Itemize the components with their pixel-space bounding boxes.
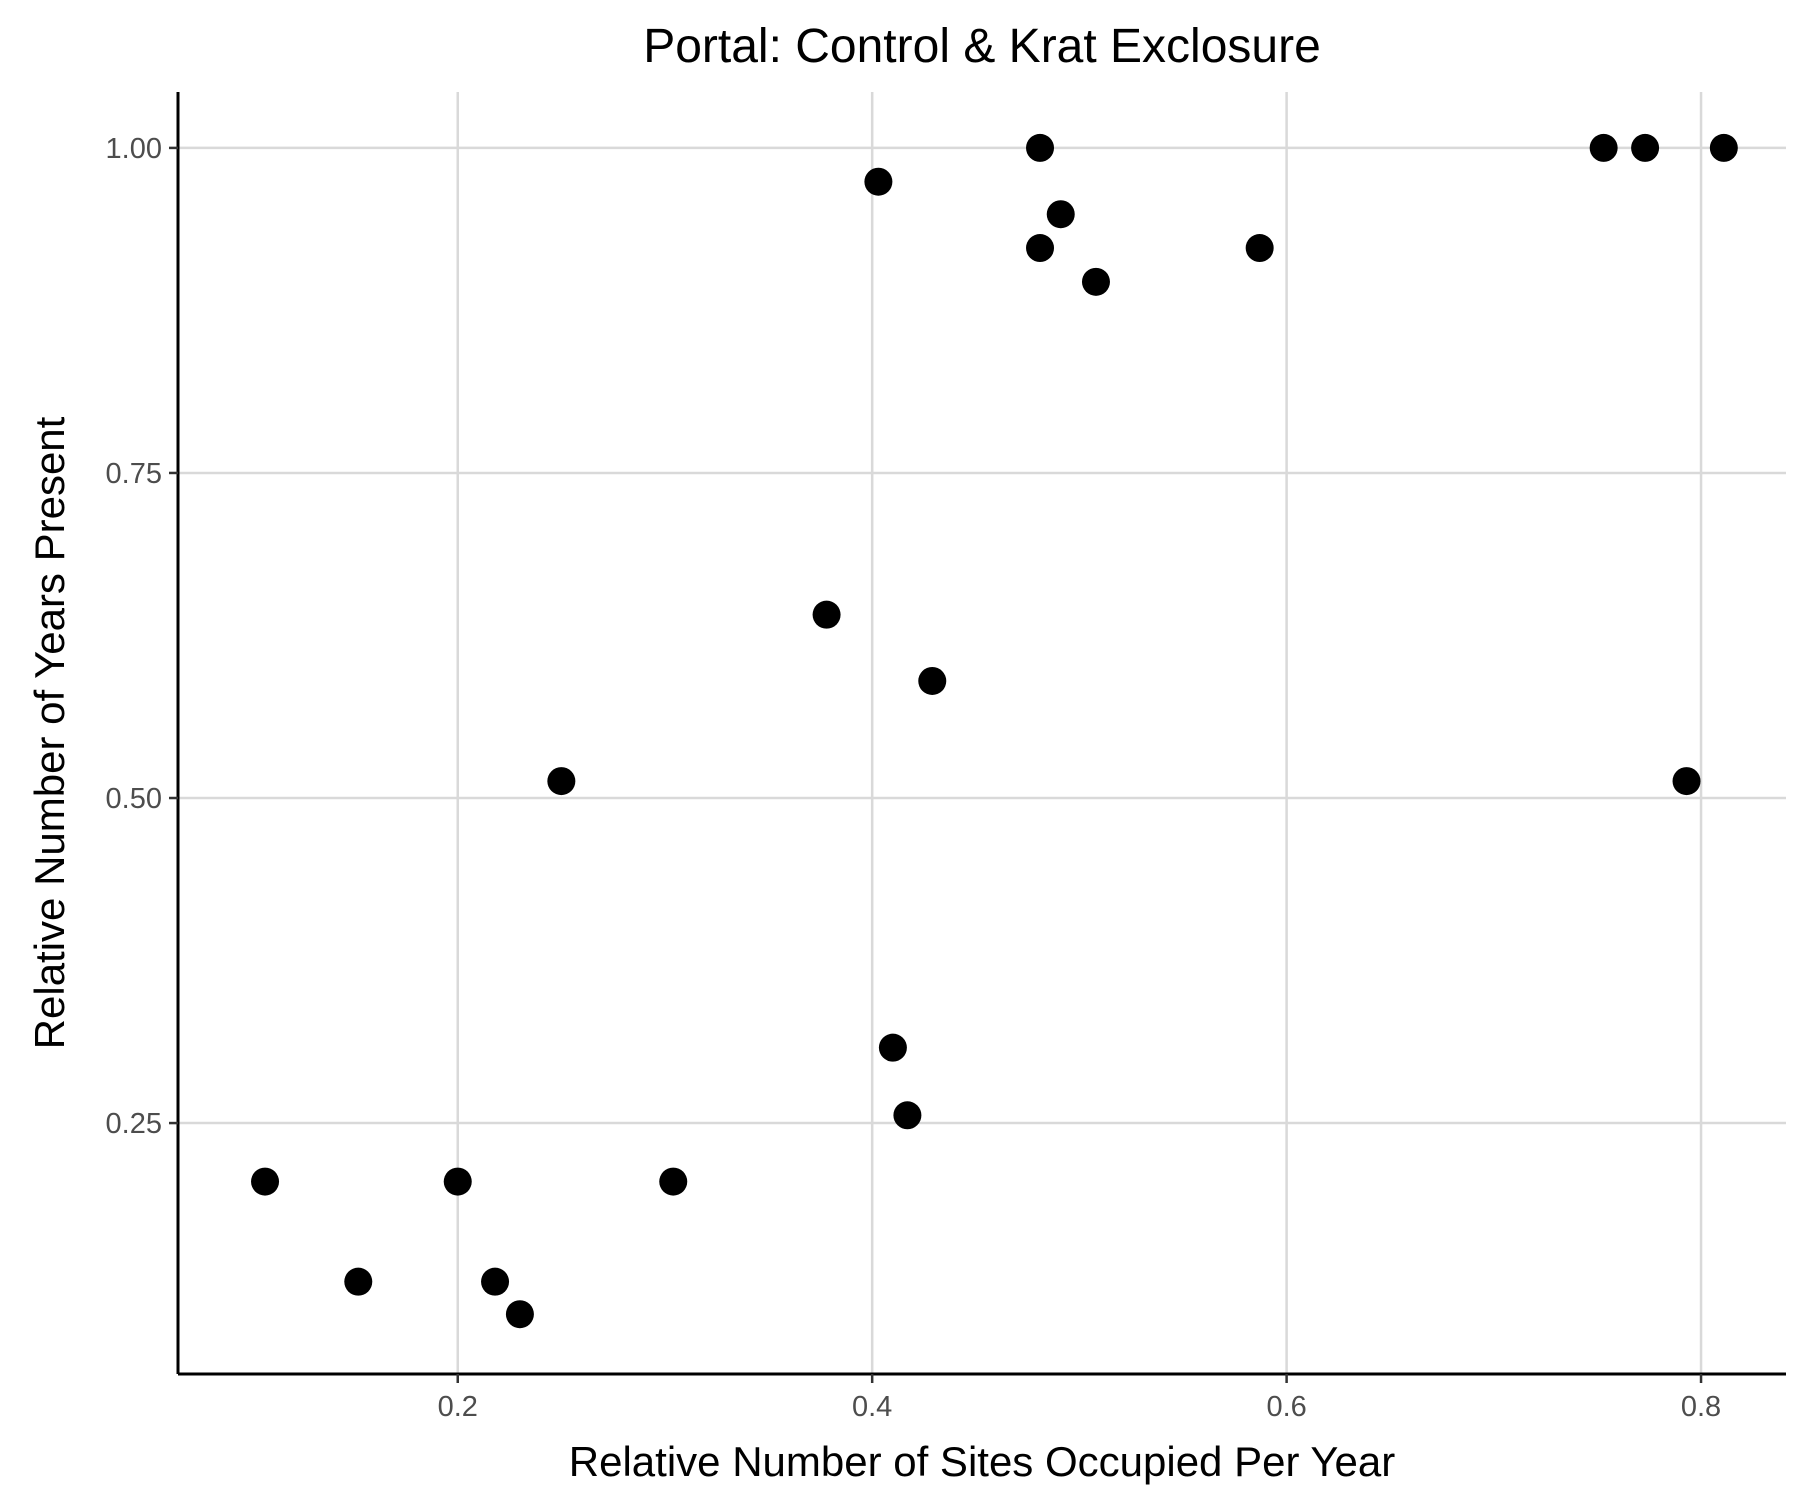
x-tick-label: 0.6 (1266, 1391, 1306, 1423)
data-point (659, 1167, 688, 1196)
data-point (481, 1267, 510, 1296)
data-point (1245, 234, 1274, 263)
x-axis-ticks: 0.2 0.4 0.6 0.8 (438, 1374, 1721, 1423)
data-point (1589, 133, 1618, 162)
data-point (1709, 133, 1738, 162)
y-tick-label: 0.75 (106, 458, 162, 490)
data-point (1631, 133, 1660, 162)
data-point (344, 1267, 373, 1296)
data-point (547, 767, 576, 796)
data-point (893, 1101, 922, 1130)
data-point (864, 167, 893, 196)
axes (176, 92, 1786, 1376)
data-point (878, 1033, 907, 1062)
data-point (1672, 767, 1701, 796)
data-points (251, 133, 1738, 1329)
data-point (1026, 234, 1055, 263)
x-tick-label: 0.2 (438, 1391, 478, 1423)
y-tick-label: 1.00 (106, 133, 162, 165)
y-axis-ticks: 0.25 0.50 0.75 1.00 (106, 133, 178, 1140)
data-point (812, 600, 841, 629)
data-point (1081, 267, 1110, 296)
data-point (1026, 133, 1055, 162)
chart-title: Portal: Control & Krat Exclosure (643, 20, 1321, 73)
gridlines (178, 92, 1786, 1374)
x-tick-label: 0.8 (1681, 1391, 1721, 1423)
data-point (1046, 200, 1075, 229)
data-point (505, 1300, 534, 1329)
x-tick-label: 0.4 (852, 1391, 892, 1423)
data-point (443, 1167, 472, 1196)
data-point (251, 1167, 280, 1196)
x-axis-label: Relative Number of Sites Occupied Per Ye… (569, 1438, 1395, 1485)
data-point (918, 666, 947, 695)
y-axis-label: Relative Number of Years Present (26, 416, 73, 1049)
y-tick-label: 0.50 (106, 783, 162, 815)
y-tick-label: 0.25 (106, 1108, 162, 1140)
